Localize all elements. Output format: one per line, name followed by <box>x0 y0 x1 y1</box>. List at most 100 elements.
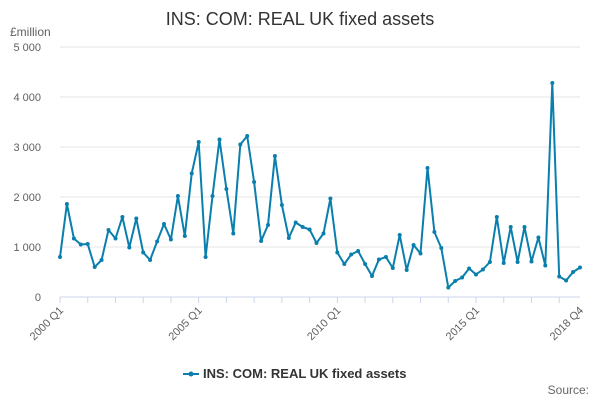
data-point[interactable] <box>162 222 166 226</box>
y-tick-label: 5 000 <box>13 42 41 54</box>
data-point[interactable] <box>307 227 312 232</box>
y-axis-unit-label: £million <box>10 25 51 39</box>
legend-series-marker <box>188 371 194 377</box>
data-point[interactable] <box>175 194 180 198</box>
data-point[interactable] <box>467 266 472 271</box>
data-point[interactable] <box>210 194 215 198</box>
data-point[interactable] <box>515 260 520 264</box>
data-point[interactable] <box>508 225 513 229</box>
data-point[interactable] <box>529 259 534 264</box>
data-point[interactable] <box>64 202 69 206</box>
data-point[interactable] <box>480 267 485 272</box>
data-point[interactable] <box>390 266 395 270</box>
data-point[interactable] <box>564 278 569 283</box>
data-point[interactable] <box>92 265 97 269</box>
data-point[interactable] <box>460 275 465 280</box>
data-point[interactable] <box>411 243 416 247</box>
data-point[interactable] <box>571 270 576 274</box>
data-point[interactable] <box>557 274 562 279</box>
data-point[interactable] <box>127 245 132 250</box>
data-point[interactable] <box>328 196 333 201</box>
data-point[interactable] <box>522 225 527 229</box>
source-label: Source: <box>548 383 589 397</box>
data-point[interactable] <box>141 250 146 255</box>
data-point[interactable] <box>259 239 264 243</box>
data-point[interactable] <box>383 255 388 259</box>
chart-title: INS: COM: REAL UK fixed assets <box>166 9 434 29</box>
data-point[interactable] <box>252 180 257 184</box>
x-tick-label: 2005 Q1 <box>166 305 204 343</box>
y-tick-label: 0 <box>35 292 41 304</box>
data-point[interactable] <box>300 225 305 229</box>
data-point[interactable] <box>266 223 270 227</box>
data-point[interactable] <box>314 241 319 245</box>
data-point[interactable] <box>550 81 555 85</box>
data-point[interactable] <box>418 251 423 256</box>
data-point[interactable] <box>432 230 437 234</box>
data-point[interactable] <box>238 142 243 147</box>
data-point[interactable] <box>245 134 250 138</box>
data-point[interactable] <box>189 171 194 176</box>
y-tick-label: 4 000 <box>13 92 41 104</box>
y-tick-label: 3 000 <box>13 142 41 154</box>
data-point[interactable] <box>494 215 499 219</box>
data-point[interactable] <box>286 236 291 240</box>
data-point[interactable] <box>543 263 548 268</box>
data-point[interactable] <box>168 237 173 242</box>
y-axis-ticks: 0 1 000 2 000 3 000 4 000 5 000 <box>13 42 41 304</box>
legend[interactable]: INS: COM: REAL UK fixed assets <box>183 366 406 381</box>
data-point[interactable] <box>231 231 236 236</box>
data-point[interactable] <box>578 265 582 270</box>
data-point[interactable] <box>148 258 153 262</box>
gridlines <box>60 46 580 298</box>
data-point[interactable] <box>342 262 347 266</box>
y-tick-label: 1 000 <box>13 242 41 254</box>
data-point[interactable] <box>113 236 118 241</box>
data-point[interactable] <box>439 246 444 250</box>
data-point[interactable] <box>321 231 326 236</box>
data-point[interactable] <box>85 242 90 246</box>
data-point[interactable] <box>376 257 381 262</box>
series-layer <box>58 81 582 290</box>
data-point[interactable] <box>106 228 111 232</box>
data-point[interactable] <box>71 236 76 241</box>
x-tick-label: 2015 Q1 <box>444 305 482 343</box>
data-point[interactable] <box>370 274 374 278</box>
data-point[interactable] <box>446 285 451 290</box>
data-point[interactable] <box>196 140 201 144</box>
data-point[interactable] <box>536 235 541 240</box>
data-point[interactable] <box>425 166 430 170</box>
data-point[interactable] <box>293 220 298 225</box>
x-axis-ticks: 2000 Q1 2005 Q1 2010 Q1 2015 Q1 2018 Q4 <box>28 297 586 343</box>
data-point[interactable] <box>487 260 492 264</box>
data-point[interactable] <box>78 242 83 247</box>
data-point[interactable] <box>474 272 478 277</box>
data-point[interactable] <box>120 215 125 219</box>
data-point[interactable] <box>272 154 277 158</box>
data-point[interactable] <box>349 252 354 257</box>
legend-series-label: INS: COM: REAL UK fixed assets <box>203 366 406 381</box>
data-point[interactable] <box>501 261 506 265</box>
data-point[interactable] <box>404 268 409 272</box>
data-point[interactable] <box>224 187 229 191</box>
data-point[interactable] <box>182 234 187 238</box>
data-point[interactable] <box>203 255 208 259</box>
data-point[interactable] <box>356 249 361 253</box>
data-point[interactable] <box>397 233 402 237</box>
data-point[interactable] <box>335 250 340 255</box>
x-tick-label: 2010 Q1 <box>305 305 343 343</box>
data-point[interactable] <box>134 216 139 221</box>
data-point[interactable] <box>99 258 104 262</box>
data-point[interactable] <box>363 262 368 266</box>
data-point[interactable] <box>155 239 160 244</box>
data-point[interactable] <box>453 279 458 283</box>
data-point[interactable] <box>217 137 222 142</box>
x-tick-label: 2000 Q1 <box>28 305 66 343</box>
data-point[interactable] <box>279 203 284 207</box>
series-line <box>59 82 581 289</box>
data-point[interactable] <box>58 255 62 259</box>
x-tick-label: 2018 Q4 <box>548 305 586 343</box>
y-tick-label: 2 000 <box>13 192 41 204</box>
